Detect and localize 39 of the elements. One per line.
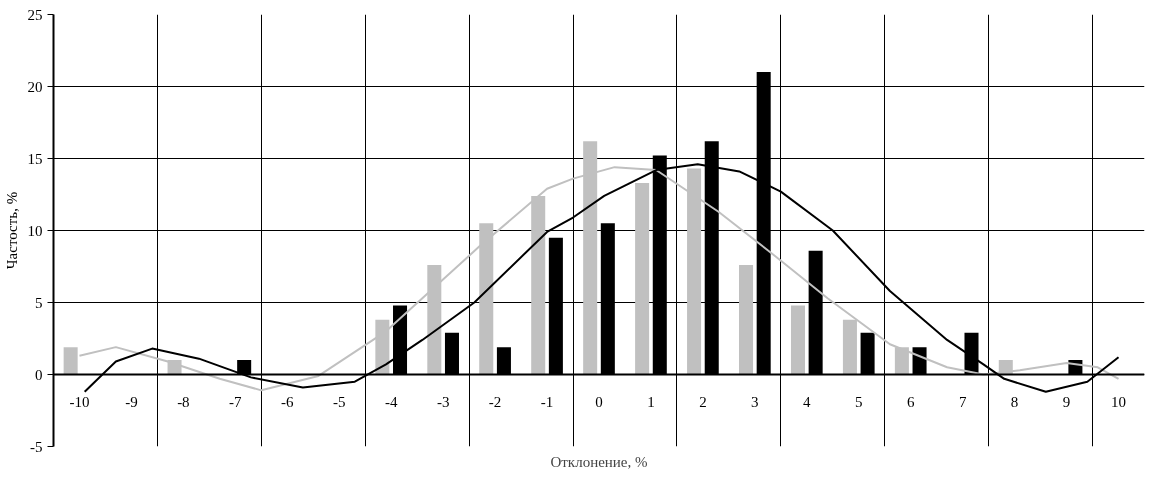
x-tick-label: 0	[595, 393, 603, 410]
x-tick-label: 8	[1010, 393, 1019, 410]
x-tick-label: 7	[958, 393, 967, 410]
x-tick-label: -5	[332, 393, 346, 410]
bar	[635, 182, 650, 375]
x-tick-label: 9	[1062, 393, 1071, 410]
x-tick-label: 6	[906, 393, 915, 410]
y-tick-label: 0	[35, 366, 43, 383]
y-tick-label: 20	[27, 78, 43, 95]
y-tick-label: 5	[35, 294, 43, 311]
x-tick-label: -6	[281, 393, 295, 410]
bar	[842, 319, 857, 375]
bar	[531, 195, 546, 375]
x-tick-label: -3	[436, 393, 450, 410]
x-tick-label: 3	[751, 393, 759, 410]
bar	[739, 265, 754, 375]
y-tick-label: -5	[30, 438, 43, 455]
y-axis-title: Частость, %	[3, 191, 20, 270]
bar	[479, 223, 494, 375]
x-tick-label: -8	[177, 393, 190, 410]
x-tick-label: -4	[384, 393, 398, 410]
bar	[375, 319, 390, 375]
bar	[427, 265, 442, 375]
y-tick-label: 25	[27, 6, 43, 23]
x-tick-label: -2	[488, 393, 502, 410]
x-tick-label: 5	[855, 393, 863, 410]
x-tick-label: -7	[229, 393, 243, 410]
x-tick-label: 10	[1111, 393, 1127, 410]
bar	[894, 347, 909, 375]
y-tick-label: 15	[27, 150, 43, 167]
x-tick-label: -9	[125, 393, 138, 410]
x-tick-label: 1	[647, 393, 655, 410]
y-tick-label: 10	[27, 222, 43, 239]
x-tick-label: 4	[803, 393, 812, 410]
x-tick-label: 2	[699, 393, 707, 410]
x-axis-title: Отклонение, %	[550, 453, 648, 470]
x-tick-label: -1	[540, 393, 554, 410]
bar	[790, 305, 805, 375]
x-tick-label: -10	[69, 393, 90, 410]
